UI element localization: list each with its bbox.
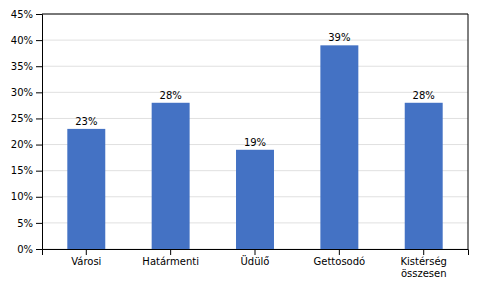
tick: 20% <box>11 139 42 150</box>
frame <box>468 14 469 249</box>
tick: Kistérségösszesen <box>400 249 446 279</box>
tick-mark <box>255 249 256 255</box>
tick-mark <box>36 118 42 119</box>
tick: 0% <box>17 244 42 255</box>
tick-mark <box>170 249 171 255</box>
tick-mark <box>36 66 42 67</box>
tick-mark <box>36 14 42 15</box>
tick-label: Üdülő <box>241 255 270 267</box>
tick-mark <box>36 223 42 224</box>
tick: 5% <box>17 218 42 229</box>
bar <box>320 45 358 249</box>
tick: Határmenti <box>142 249 199 267</box>
tick-mark <box>36 197 42 198</box>
tick-mark <box>36 92 42 93</box>
tick-label: Kistérségösszesen <box>400 256 446 279</box>
axis-line <box>36 15 43 250</box>
tick-label: 0% <box>17 244 33 255</box>
tick: 35% <box>11 61 42 72</box>
axis-line <box>43 250 469 256</box>
grid-line <box>42 66 468 67</box>
tick-mark <box>36 249 42 250</box>
tick-mark <box>36 145 42 146</box>
data-label: 39% <box>328 32 350 43</box>
data-labels: 23% 28% 19% 39% 28% <box>75 32 435 147</box>
tick: 10% <box>11 191 42 202</box>
grid-line <box>42 40 468 41</box>
tick-label: 45% <box>11 9 33 20</box>
plot: 0% 5% 10% 15% 20% 25% 30% 35% 40% 45% Városi Határm… <box>11 9 469 279</box>
tick-label: 10% <box>11 191 33 202</box>
bar <box>236 150 274 249</box>
bar <box>405 103 443 249</box>
x-axis: Városi Határmenti Üdülő Gettosodó Kistérségö… <box>43 249 469 279</box>
tick-mark <box>423 249 424 255</box>
tick-label: 40% <box>11 35 33 46</box>
tick-label: 35% <box>11 61 33 72</box>
tick: Üdülő <box>241 249 270 267</box>
data-label: 28% <box>160 90 182 101</box>
tick-mark <box>86 249 87 255</box>
data-label: 28% <box>413 90 435 101</box>
tick-label: Városi <box>71 256 101 267</box>
chart: 0% 5% 10% 15% 20% 25% 30% 35% 40% 45% Városi Határm… <box>0 0 480 289</box>
grid-line <box>42 14 468 15</box>
tick: Városi <box>71 249 101 267</box>
frame <box>42 14 468 15</box>
tick-mark <box>339 249 340 255</box>
tick-label: Határmenti <box>142 256 199 267</box>
tick-mark <box>36 171 42 172</box>
tick-label: 25% <box>11 113 33 124</box>
tick-label: 20% <box>11 139 33 150</box>
bar <box>67 129 105 249</box>
data-label: 23% <box>75 116 97 127</box>
tick: 40% <box>11 35 42 46</box>
grid-line <box>42 92 468 93</box>
bar <box>152 103 190 249</box>
tick: 30% <box>11 87 42 98</box>
grid <box>42 14 468 249</box>
y-axis: 0% 5% 10% 15% 20% 25% 30% 35% 40% 45% <box>11 9 43 255</box>
bars <box>67 45 442 249</box>
tick-label: 5% <box>17 218 33 229</box>
tick: 45% <box>11 9 42 20</box>
tick-label: Gettosodó <box>314 256 366 267</box>
tick: Gettosodó <box>314 249 366 267</box>
tick-label: 15% <box>11 165 33 176</box>
tick: 15% <box>11 165 42 176</box>
grid-line <box>42 118 468 119</box>
tick-label: 30% <box>11 87 33 98</box>
data-label: 19% <box>244 137 266 148</box>
tick: 25% <box>11 113 42 124</box>
tick-mark <box>36 40 42 41</box>
